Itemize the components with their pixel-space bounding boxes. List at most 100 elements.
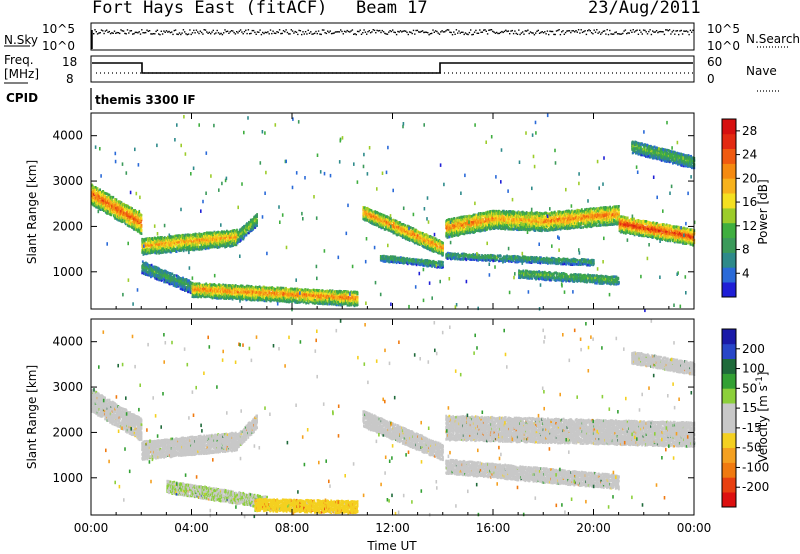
echo-cell: [162, 276, 164, 279]
nsky-point: [236, 31, 238, 33]
echo-cell: [343, 297, 346, 301]
nsky-point: [193, 29, 195, 32]
nsky-point: [558, 29, 560, 31]
nsky-point: [327, 30, 329, 32]
nsky-point: [226, 30, 229, 32]
echo-cell: [190, 240, 193, 244]
freq-unit: [MHz]: [4, 67, 39, 81]
nsky-point: [407, 33, 409, 36]
echo-cell: [200, 295, 203, 299]
nsky-point: [173, 29, 175, 32]
echo-cell: [256, 219, 258, 222]
nsky-point: [390, 30, 393, 33]
cpid-strip: CPID themis 3300 IF: [6, 88, 196, 110]
nsky-point: [213, 33, 216, 35]
echo-cell: [182, 248, 184, 251]
echo-cell: [173, 244, 176, 248]
echo-cell: [175, 274, 178, 277]
echo-cell: [284, 289, 287, 293]
nsky-point: [100, 29, 103, 31]
nsky-point: [171, 31, 173, 33]
echo-cell: [92, 195, 95, 198]
echo-cell: [211, 231, 214, 235]
nsky-point: [159, 34, 161, 36]
echo-cell: [319, 292, 321, 295]
echo-cell: [425, 238, 428, 242]
echo-cell: [126, 224, 129, 227]
nsky-point: [684, 30, 686, 32]
nsky-point: [619, 33, 621, 35]
echo-cell: [104, 198, 106, 201]
nsky-point: [113, 30, 116, 32]
echo-cell: [354, 297, 356, 301]
nsky-point: [312, 33, 315, 35]
nsky-point: [574, 31, 576, 33]
echo-cell: [112, 195, 115, 199]
nsky-point: [590, 32, 593, 34]
nsky-point: [402, 30, 404, 32]
nsky-point: [622, 32, 624, 35]
echo-cell: [227, 232, 230, 235]
nsky-point: [212, 29, 214, 32]
echo-cell: [336, 296, 338, 300]
echo-cell: [94, 188, 97, 191]
echo-cell: [435, 238, 438, 242]
freq-tick-high: 18: [62, 55, 77, 69]
echo-cell: [226, 229, 228, 233]
echo-cell: [349, 301, 352, 305]
echo-cell: [222, 290, 225, 294]
echo-cell: [216, 289, 219, 293]
echo-cell: [421, 234, 424, 238]
nsky-point: [197, 31, 199, 33]
nsky-frame: [90, 22, 695, 51]
nsky-point: [386, 33, 389, 35]
echo-cell: [166, 280, 169, 284]
echo-cell: [379, 221, 382, 225]
nsky-point: [224, 29, 226, 31]
echo-cell: [113, 199, 115, 203]
echo-cell: [226, 238, 228, 242]
echo-cell: [323, 290, 326, 293]
echo-cell: [405, 230, 407, 233]
echo-cell: [216, 241, 218, 245]
nsky-point: [334, 31, 337, 33]
echo-cell: [320, 294, 323, 297]
nsky-point: [355, 33, 357, 36]
echo-cell: [185, 278, 188, 281]
echo-cell: [138, 212, 141, 215]
echo-cell: [129, 219, 132, 223]
nsky-point: [463, 33, 465, 36]
echo-cell: [291, 287, 294, 291]
nsky-point: [415, 29, 417, 32]
nsky-point: [108, 30, 110, 33]
echo-cell: [129, 206, 132, 209]
echo-cell: [231, 240, 233, 243]
nsky-point: [249, 33, 251, 35]
echo-cell: [307, 294, 309, 298]
nsky-point: [477, 32, 480, 34]
nsky-point: [627, 32, 629, 34]
freq-label: Freq.: [4, 53, 34, 67]
echo-cell: [341, 296, 344, 300]
echo-cell: [211, 293, 214, 296]
echo-cell: [218, 296, 221, 300]
echo-cell: [207, 246, 210, 250]
nsky-point: [99, 32, 101, 34]
echo-cell: [418, 237, 421, 240]
echo-cell: [312, 294, 314, 298]
nsky-point: [96, 33, 99, 35]
echo-cell: [216, 286, 219, 289]
echo-cell: [241, 234, 243, 237]
echo-cell: [377, 223, 380, 227]
nsky-point: [392, 29, 394, 31]
nsearch-tick-low: 10^0: [707, 39, 740, 53]
nsky-point: [216, 29, 218, 32]
nsky-point: [360, 33, 363, 35]
nsky-point: [165, 30, 168, 32]
echo-cell: [170, 244, 172, 248]
echo-cell: [413, 232, 415, 235]
nsky-point: [122, 30, 125, 32]
nsky-point: [458, 30, 460, 32]
nsky-point: [577, 29, 580, 31]
echo-cell: [153, 271, 156, 275]
